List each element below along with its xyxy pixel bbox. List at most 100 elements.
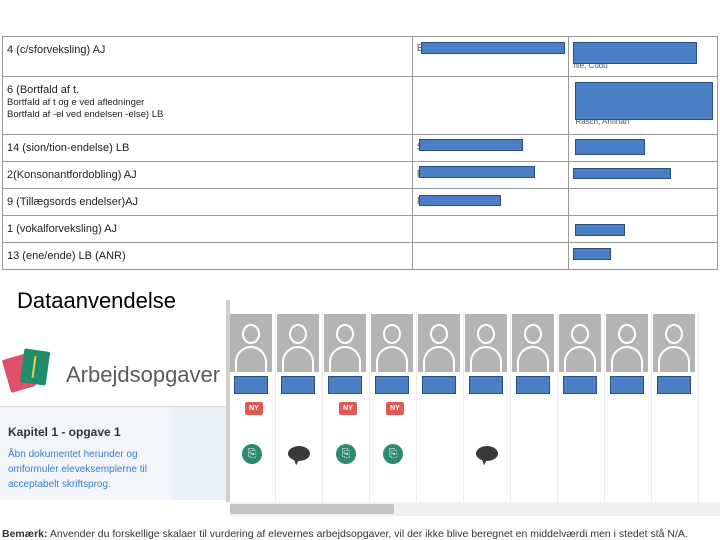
student-avatar-icon[interactable] — [230, 314, 272, 372]
assignment-overview: Arbejdsopgaver Kapitel 1 - opgave 1 Åbn … — [0, 300, 720, 522]
table-cell — [413, 216, 570, 242]
table-cell-label: 4 (c/sforveksling) AJ — [3, 37, 413, 76]
note-text: Anvender du forskellige skalaer til vurd… — [49, 528, 688, 540]
table-cell — [569, 135, 717, 161]
cell-text: E — [417, 43, 424, 54]
table-row: 9 (Tillægsords endelser)AJ I — [3, 189, 717, 216]
student-avatar-icon[interactable] — [653, 314, 695, 372]
student-columns: NY ⎘ NY ⎘ NY ⎘ — [230, 312, 720, 502]
table-cell-label: 14 (sion/tion-endelse) LB — [3, 135, 413, 161]
row-sublabel: Bortfald af -el ved endelsen -else) LB — [7, 109, 164, 120]
comment-icon[interactable] — [476, 446, 498, 466]
table-row: 6 (Bortfald af t. Bortfald af t og e ved… — [3, 77, 717, 135]
row-label: 1 (vokalforveksling) AJ — [7, 223, 118, 235]
table-cell: E — [413, 37, 570, 76]
note-label: Bemærk: — [2, 528, 48, 540]
redaction-box — [418, 139, 523, 151]
table-cell: hle, Cudu — [569, 37, 717, 76]
cell-text: Rasch, Anfinan — [575, 117, 630, 126]
attachment-icon[interactable]: ⎘ — [242, 444, 262, 464]
student-name-redaction — [375, 376, 409, 394]
student-avatar-icon[interactable] — [465, 314, 507, 372]
student-name-redaction — [563, 376, 597, 394]
section-heading: Dataanvendelse — [17, 288, 177, 313]
cell-text: hle, Cudu — [573, 61, 608, 70]
row-label: 2(Konsonantfordobling) AJ — [7, 169, 137, 181]
row-label: 9 (Tillægsords endelser)AJ — [7, 196, 139, 208]
new-badge: NY — [245, 402, 263, 415]
student-column — [512, 312, 556, 502]
student-name-redaction — [657, 376, 691, 394]
student-avatar-icon[interactable] — [324, 314, 366, 372]
table-row: 13 (ene/ende) LB (ANR) — [3, 243, 717, 269]
student-name-redaction — [516, 376, 550, 394]
student-avatar-icon[interactable] — [371, 314, 413, 372]
student-avatar-icon[interactable] — [418, 314, 460, 372]
footnote: Bemærk: Anvender du forskellige skalaer … — [2, 528, 688, 540]
column-separator — [275, 312, 276, 502]
table-cell-label: 1 (vokalforveksling) AJ — [3, 216, 413, 242]
table-cell — [569, 243, 717, 269]
row-sublabel: Bortfald af t og e ved afledninger — [7, 97, 145, 108]
row-label: 14 (sion/tion-endelse) LB — [7, 142, 130, 154]
horizontal-scrollbar[interactable] — [230, 502, 720, 516]
row-label: 6 (Bortfald af t. — [7, 84, 80, 96]
student-column — [418, 312, 462, 502]
student-avatar-icon[interactable] — [606, 314, 648, 372]
app-title: Arbejdsopgaver — [66, 362, 221, 387]
column-separator — [651, 312, 652, 502]
redaction-box — [575, 82, 714, 120]
column-separator — [369, 312, 370, 502]
table-cell-label: 6 (Bortfald af t. Bortfald af t og e ved… — [3, 77, 413, 134]
table-cell-label: 2(Konsonantfordobling) AJ — [3, 162, 413, 188]
table-row: 1 (vokalforveksling) AJ — [3, 216, 717, 243]
table-row: 4 (c/sforveksling) AJ E hle, Cudu — [3, 37, 717, 77]
student-column — [559, 312, 603, 502]
row-label: 4 (c/sforveksling) AJ — [7, 44, 106, 56]
student-column — [606, 312, 650, 502]
table-cell — [413, 243, 570, 269]
redaction-box — [573, 248, 612, 260]
redaction-box — [573, 42, 698, 64]
comment-icon[interactable] — [288, 446, 310, 466]
redaction-box — [573, 168, 672, 179]
task-description[interactable]: Åbn dokumentet herunder og omformuler el… — [8, 449, 147, 490]
student-avatar-icon[interactable] — [512, 314, 554, 372]
student-name-redaction — [328, 376, 362, 394]
student-avatar-icon[interactable] — [277, 314, 319, 372]
table-cell-label: 9 (Tillægsords endelser)AJ — [3, 189, 413, 215]
student-column: NY ⎘ — [324, 312, 368, 502]
attachment-icon[interactable]: ⎘ — [383, 444, 403, 464]
student-name-redaction — [281, 376, 315, 394]
table-cell: Rasch, Anfinan — [569, 77, 717, 134]
student-column — [277, 312, 321, 502]
column-separator — [698, 312, 699, 502]
redaction-box — [420, 42, 565, 54]
table-cell-label: 13 (ene/ende) LB (ANR) — [3, 243, 413, 269]
column-separator — [416, 312, 417, 502]
panel-divider[interactable] — [226, 300, 230, 502]
table-cell — [569, 216, 717, 242]
student-column: NY ⎘ — [230, 312, 274, 502]
table-row: 2(Konsonantfordobling) AJ F — [3, 162, 717, 189]
column-separator — [463, 312, 464, 502]
books-logo-icon — [1, 348, 54, 394]
scrollbar-thumb[interactable] — [230, 504, 394, 514]
row-label: 13 (ene/ende) LB (ANR) — [7, 250, 126, 262]
student-name-redaction — [469, 376, 503, 394]
table-cell — [569, 189, 717, 215]
new-badge: NY — [386, 402, 404, 415]
app-header: Arbejdsopgaver — [0, 340, 226, 402]
table-cell: F — [413, 162, 570, 188]
student-avatar-icon[interactable] — [559, 314, 601, 372]
column-separator — [510, 312, 511, 502]
student-name-redaction — [234, 376, 268, 394]
redaction-box — [575, 224, 626, 236]
table-cell: I — [413, 189, 570, 215]
task-panel-shade — [172, 407, 226, 500]
student-name-redaction — [422, 376, 456, 394]
column-separator — [604, 312, 605, 502]
task-title[interactable]: Kapitel 1 - opgave 1 — [8, 425, 121, 439]
column-separator — [322, 312, 323, 502]
attachment-icon[interactable]: ⎘ — [336, 444, 356, 464]
